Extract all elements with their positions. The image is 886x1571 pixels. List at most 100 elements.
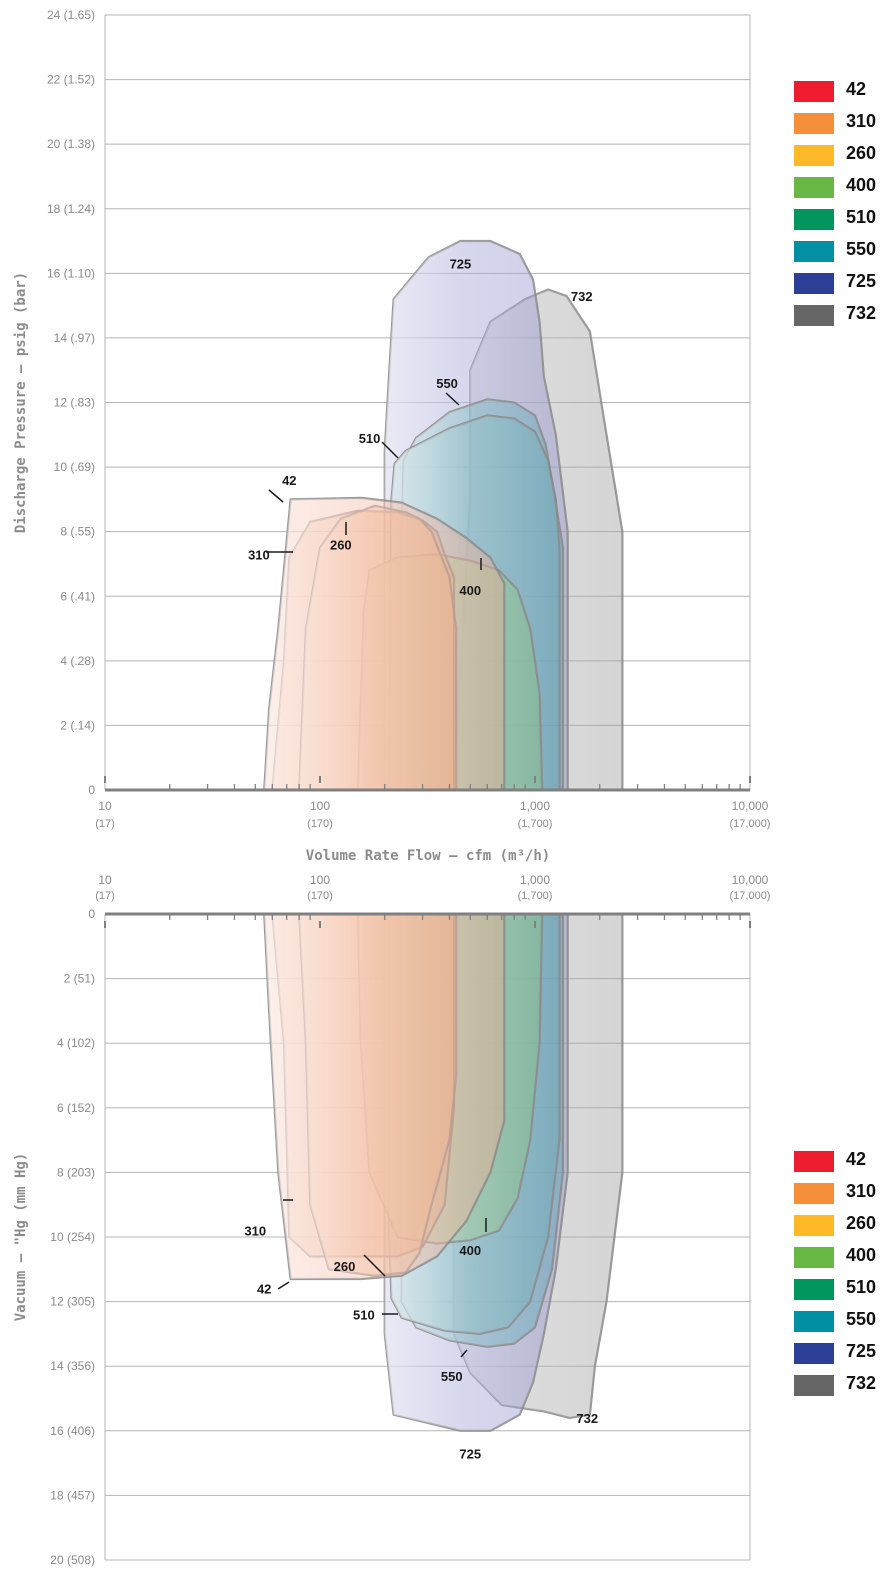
legend-item-725: 725 (794, 269, 884, 301)
legend-swatch (794, 1151, 834, 1172)
x-tick-sublabel: (17) (95, 890, 115, 902)
legend-item-510: 510 (794, 205, 884, 237)
legend-item-260: 260 (794, 1211, 884, 1243)
y-tick-label: 20 (508) (50, 1553, 95, 1567)
legend-swatch (794, 113, 834, 134)
legend-label: 42 (846, 1149, 867, 1169)
legend-item-550: 550 (794, 1307, 884, 1339)
x-tick-sublabel: (1,700) (518, 890, 553, 902)
region-layer (263, 912, 624, 1432)
leader-line (381, 441, 399, 459)
legend-label: 510 (846, 207, 877, 227)
y-tick-label: 12 (305) (50, 1295, 95, 1309)
leader-line (363, 1254, 386, 1277)
y-tick-label: 18 (457) (50, 1488, 95, 1502)
legend-swatch (794, 209, 834, 230)
x-tick-label: 10 (98, 799, 112, 813)
callout-label-550: 550 (436, 376, 458, 391)
legend-label: 400 (846, 175, 877, 195)
y-tick-label: 16 (1.10) (47, 266, 95, 280)
x-tick-sublabel: (17) (95, 818, 115, 830)
x-tick-sublabel: (17,000) (730, 890, 771, 902)
y-tick-label: 22 (1.52) (47, 73, 95, 87)
x-tick-sublabel: (17,000) (730, 818, 771, 830)
legend-label: 550 (846, 239, 877, 259)
legend-label: 725 (846, 1341, 877, 1361)
x-axis-title: Volume Rate Flow – cfm (m³/h) (306, 848, 550, 864)
callout-label-310: 310 (248, 547, 270, 562)
callout-label-732: 732 (576, 1411, 598, 1426)
legend-item-42: 42 (794, 1147, 884, 1179)
legend-item-310: 310 (794, 1179, 884, 1211)
legend-item-732: 732 (794, 301, 884, 333)
region-highlight-42 (264, 914, 505, 1279)
y-tick-label: 8 (.55) (60, 525, 95, 539)
legend-bottom: 42 310 260 400 510 550 725 732 (794, 1147, 884, 1403)
legend-label: 400 (846, 1245, 877, 1265)
legend-item-310: 310 (794, 109, 884, 141)
callout-label-400: 400 (459, 583, 481, 598)
legend-swatch (794, 145, 834, 166)
legend-label: 260 (846, 143, 877, 163)
y-tick-label: 4 (102) (57, 1036, 95, 1050)
legend-item-725: 725 (794, 1339, 884, 1371)
x-tick-label: 100 (310, 873, 330, 887)
legend-swatch (794, 273, 834, 294)
legend-label: 260 (846, 1213, 877, 1233)
leader-line (445, 392, 460, 406)
x-tick-label: 10,000 (732, 799, 769, 813)
legend-item-400: 400 (794, 173, 884, 205)
legend-label: 310 (846, 1181, 877, 1201)
leader-line (460, 1349, 468, 1358)
legend-item-260: 260 (794, 141, 884, 173)
callout-label-260: 260 (330, 538, 352, 553)
callout-label-42: 42 (282, 473, 296, 488)
x-tick-sublabel: (170) (307, 818, 333, 830)
leader-line (277, 1281, 290, 1290)
region-layer (263, 239, 624, 792)
legend-label: 310 (846, 111, 877, 131)
legend-swatch (794, 1247, 834, 1268)
legend-item-550: 550 (794, 237, 884, 269)
legend-label: 732 (846, 1373, 877, 1393)
y-axis-title: Discharge Pressure – psig (bar) (13, 272, 29, 533)
y-tick-label: 12 (.83) (54, 396, 95, 410)
legend-swatch (794, 1375, 834, 1396)
y-tick-label: 20 (1.38) (47, 137, 95, 151)
x-tick-sublabel: (1,700) (518, 818, 553, 830)
legend-swatch (794, 1183, 834, 1204)
legend-swatch (794, 305, 834, 326)
legend-swatch (794, 1343, 834, 1364)
x-tick-label: 1,000 (520, 873, 550, 887)
callout-label-42: 42 (257, 1282, 271, 1297)
callout-label-260: 260 (334, 1259, 356, 1274)
y-tick-label: 14 (.97) (54, 331, 95, 345)
y-tick-label: 0 (88, 907, 95, 921)
region-highlight-42 (264, 497, 505, 790)
y-tick-label: 6 (.41) (60, 589, 95, 603)
x-tick-sublabel: (170) (307, 890, 333, 902)
callout-label-310: 310 (244, 1224, 266, 1239)
x-tick-label: 10 (98, 873, 112, 887)
legend-item-400: 400 (794, 1243, 884, 1275)
legend-top: 42 310 260 400 510 550 725 732 (794, 77, 884, 333)
legend-label: 42 (846, 79, 867, 99)
legend-label: 550 (846, 1309, 877, 1329)
legend-label: 725 (846, 271, 877, 291)
y-tick-label: 18 (1.24) (47, 202, 95, 216)
x-tick-label: 1,000 (520, 799, 550, 813)
leader-lines (266, 392, 487, 1358)
y-tick-label: 2 (51) (64, 972, 95, 986)
y-tick-label: 10 (254) (50, 1230, 95, 1244)
y-tick-label: 14 (356) (50, 1359, 95, 1373)
callout-label-725: 725 (450, 257, 472, 272)
callout-label-400: 400 (459, 1243, 481, 1258)
legend-item-732: 732 (794, 1371, 884, 1403)
x-tick-label: 100 (310, 799, 330, 813)
legend-item-510: 510 (794, 1275, 884, 1307)
legend-swatch (794, 177, 834, 198)
vacuum-panel: 0 2 (51) 4 (102) 6 (152) 8 (203) 10 (254) 12 (… (13, 873, 770, 1567)
y-tick-label: 6 (152) (57, 1101, 95, 1115)
y-axis-title: Vacuum – "Hg (mm Hg) (13, 1153, 29, 1322)
y-tick-label: 24 (1.65) (47, 8, 95, 22)
